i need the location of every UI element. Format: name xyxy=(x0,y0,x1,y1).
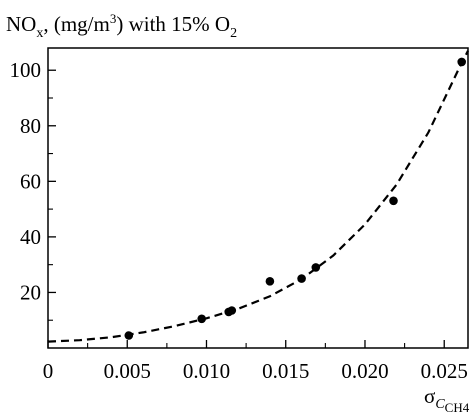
x-tick-label: 0.010 xyxy=(183,359,230,383)
data-point xyxy=(311,263,321,272)
x-tick-label: 0 xyxy=(43,359,54,383)
y-tick-label: 100 xyxy=(10,58,42,82)
data-point xyxy=(389,196,398,206)
data-point xyxy=(265,277,275,286)
y-tick-label: 60 xyxy=(20,169,41,193)
y-tick-label: 40 xyxy=(20,225,41,249)
x-tick-label: 0.025 xyxy=(421,359,468,383)
y-tick-label: 80 xyxy=(20,114,41,138)
x-tick-label: 0.015 xyxy=(262,359,309,383)
data-point xyxy=(124,331,134,340)
y-axis-title: NOx, (mg/m3) with 15% O2 xyxy=(6,11,237,41)
fit-curve-line xyxy=(47,50,469,343)
data-point xyxy=(297,274,306,283)
data-point xyxy=(197,314,206,324)
y-tick-label: 20 xyxy=(20,280,41,304)
data-point xyxy=(457,57,467,67)
x-tick-label: 0.020 xyxy=(341,359,388,383)
data-point xyxy=(227,306,237,315)
x-axis-title: σCCH4 xyxy=(424,384,470,414)
x-tick-label: 0.005 xyxy=(104,359,151,383)
plot-frame xyxy=(47,47,469,349)
